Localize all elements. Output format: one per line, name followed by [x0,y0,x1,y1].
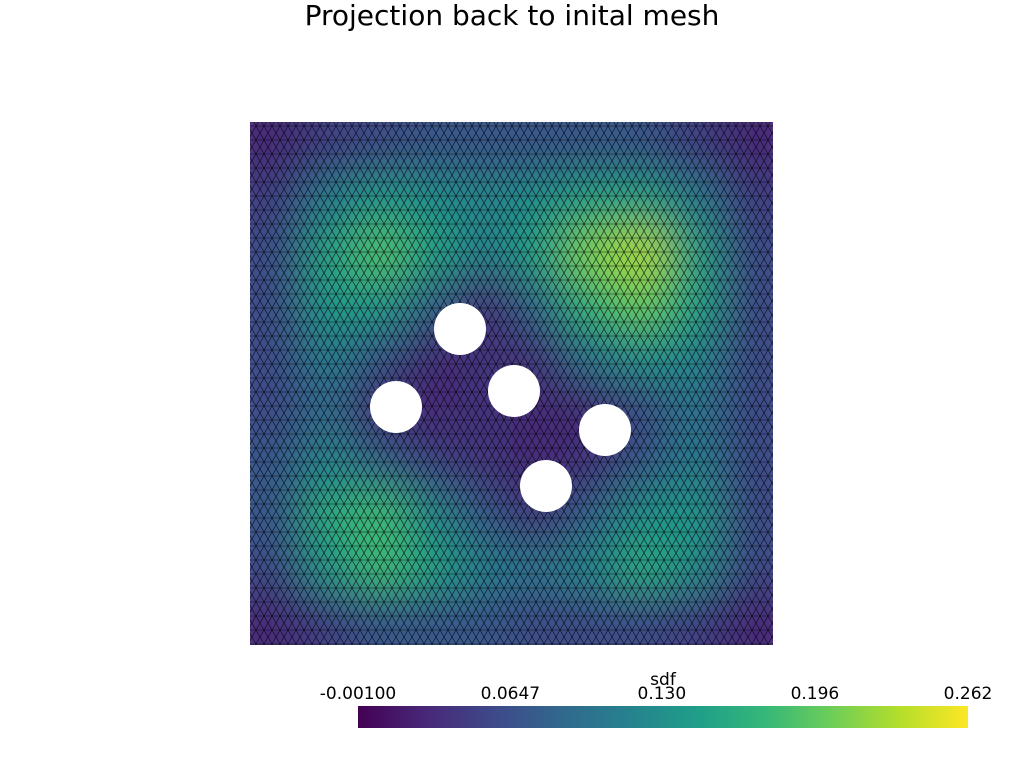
holes [370,303,631,512]
colorbar-tick-label: 0.130 [638,684,687,704]
hole [579,404,631,456]
colorbar [358,706,968,728]
colorbar-tick-label: 0.0647 [481,684,540,704]
colorbar-tick-label: 0.196 [791,684,840,704]
mesh-field [250,122,773,645]
chart-title: Projection back to inital mesh [305,0,720,32]
hole [370,381,422,433]
hole [434,303,486,355]
hole [520,460,572,512]
colorbar-tick-label: 0.262 [944,684,993,704]
colorbar-title: sdf [650,670,677,690]
hole [488,365,540,417]
colorbar-tick-label: -0.00100 [320,684,396,704]
